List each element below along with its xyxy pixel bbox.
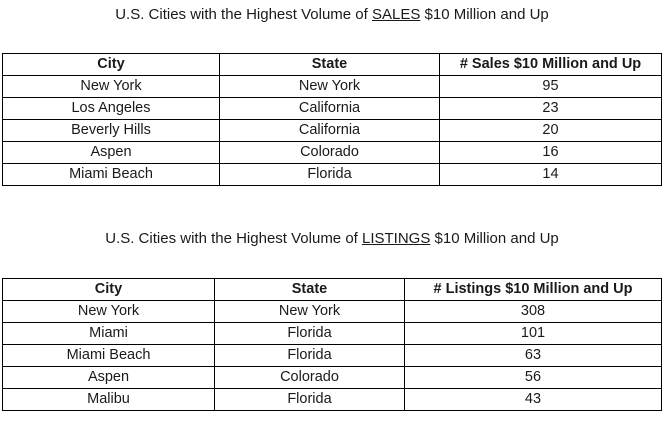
listings-header-city: City	[2, 278, 215, 301]
city-cell: Aspen	[2, 141, 220, 164]
listings-table: City State # Listings $10 Million and Up…	[2, 278, 662, 411]
city-cell: Miami Beach	[2, 163, 220, 186]
city-cell: Malibu	[2, 388, 215, 411]
count-cell: 43	[404, 388, 662, 411]
listings-table-title: U.S. Cities with the Highest Volume of L…	[0, 230, 664, 248]
state-cell: California	[219, 119, 440, 142]
state-cell: Florida	[214, 322, 405, 345]
listings-header-count: # Listings $10 Million and Up	[404, 278, 662, 301]
listings-title-prefix: U.S. Cities with the Highest Volume of	[105, 230, 362, 247]
table-row: Beverly Hills California 20	[2, 119, 662, 142]
city-cell: Beverly Hills	[2, 119, 220, 142]
state-cell: New York	[219, 75, 440, 98]
sales-table-title: U.S. Cities with the Highest Volume of S…	[0, 6, 664, 24]
sales-header-state: State	[219, 53, 440, 76]
sales-title-prefix: U.S. Cities with the Highest Volume of	[115, 6, 372, 23]
count-cell: 23	[439, 97, 662, 120]
table-row: Miami Beach Florida 14	[2, 163, 662, 186]
table-row: Miami Beach Florida 63	[2, 344, 662, 367]
count-cell: 63	[404, 344, 662, 367]
state-cell: Florida	[219, 163, 440, 186]
sales-title-emphasis: SALES	[371, 6, 421, 23]
state-cell: Colorado	[214, 366, 405, 389]
listings-title-emphasis: LISTINGS	[362, 230, 431, 247]
sales-header-count: # Sales $10 Million and Up	[439, 53, 662, 76]
table-row: Aspen Colorado 56	[2, 366, 662, 389]
city-cell: Miami	[2, 322, 215, 345]
count-cell: 56	[404, 366, 662, 389]
state-cell: Colorado	[219, 141, 440, 164]
listings-title-suffix: $10 Million and Up	[430, 230, 559, 247]
sales-table: City State # Sales $10 Million and Up Ne…	[2, 53, 662, 186]
table-row: New York New York 308	[2, 300, 662, 323]
listings-header-state: State	[214, 278, 405, 301]
state-cell: California	[219, 97, 440, 120]
state-cell: Florida	[214, 344, 405, 367]
count-cell: 14	[439, 163, 662, 186]
city-cell: Aspen	[2, 366, 215, 389]
count-cell: 101	[404, 322, 662, 345]
table-row: New York New York 95	[2, 75, 662, 98]
city-cell: New York	[2, 300, 215, 323]
city-cell: New York	[2, 75, 220, 98]
sales-header-row: City State # Sales $10 Million and Up	[2, 53, 662, 76]
state-cell: Florida	[214, 388, 405, 411]
table-row: Miami Florida 101	[2, 322, 662, 345]
table-row: Los Angeles California 23	[2, 97, 662, 120]
city-cell: Miami Beach	[2, 344, 215, 367]
listings-header-row: City State # Listings $10 Million and Up	[2, 278, 662, 301]
sales-title-suffix: $10 Million and Up	[420, 6, 549, 23]
state-cell: New York	[214, 300, 405, 323]
table-row: Aspen Colorado 16	[2, 141, 662, 164]
table-row: Malibu Florida 43	[2, 388, 662, 411]
sales-header-city: City	[2, 53, 220, 76]
count-cell: 308	[404, 300, 662, 323]
city-cell: Los Angeles	[2, 97, 220, 120]
count-cell: 20	[439, 119, 662, 142]
count-cell: 16	[439, 141, 662, 164]
count-cell: 95	[439, 75, 662, 98]
